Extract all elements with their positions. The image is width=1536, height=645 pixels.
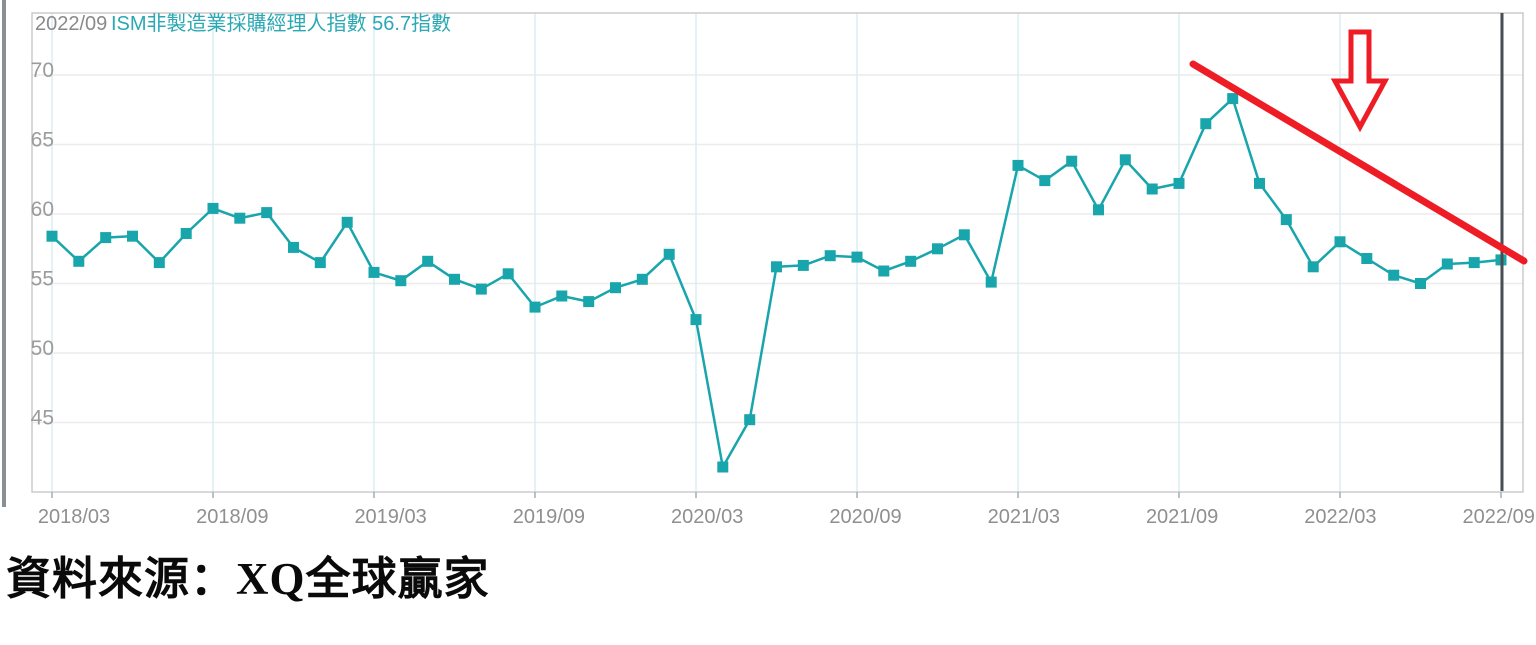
x-axis-labels: 2018/03 2018/09 2019/03 2019/09 2020/03 2020/… (38, 506, 1535, 528)
vertical-gridlines (51, 13, 1502, 492)
data-point-marker[interactable] (207, 202, 219, 214)
y-tick-label: 70 (31, 59, 54, 82)
data-point-marker[interactable] (1280, 214, 1292, 226)
x-tick-label: 2018/09 (196, 506, 268, 528)
left-edge-bar (2, 0, 6, 507)
data-point-marker[interactable] (985, 276, 997, 288)
data-point-marker[interactable] (502, 268, 514, 280)
data-point-marker[interactable] (1361, 253, 1373, 264)
data-point-marker[interactable] (1334, 236, 1346, 248)
y-tick-label: 45 (31, 407, 54, 430)
y-tick-label: 60 (31, 198, 54, 221)
data-point-marker[interactable] (636, 273, 648, 285)
red-annotations (1189, 29, 1528, 265)
data-point-marker[interactable] (958, 229, 970, 241)
data-point-marker[interactable] (610, 282, 621, 294)
data-point-marker[interactable] (46, 230, 58, 242)
tooltip-date: 2022/09 (35, 13, 107, 35)
data-point-marker[interactable] (690, 314, 702, 326)
data-point-marker[interactable] (73, 255, 85, 267)
y-tick-label: 65 (31, 129, 54, 152)
down-arrow-icon (1330, 29, 1390, 133)
data-point-marker[interactable] (824, 250, 836, 262)
data-point-marker[interactable] (851, 251, 863, 263)
data-point-marker[interactable] (395, 275, 407, 287)
data-point-marker[interactable] (1254, 177, 1265, 189)
data-point-marker[interactable] (127, 230, 138, 242)
data-point-marker[interactable] (556, 290, 568, 302)
y-tick-label: 50 (31, 337, 54, 360)
x-tick-label: 2019/03 (354, 506, 426, 528)
data-point-marker[interactable] (422, 255, 434, 267)
data-point-marker[interactable] (153, 257, 165, 269)
horizontal-gridlines (32, 74, 1523, 424)
data-point-marker[interactable] (1388, 269, 1400, 281)
data-point-marker[interactable] (288, 241, 299, 253)
data-point-marker[interactable] (234, 212, 246, 224)
downtrend-line (1189, 60, 1528, 265)
x-tick-label: 2019/09 (513, 506, 585, 528)
data-point-marker[interactable] (1441, 258, 1453, 270)
x-tick-label: 2021/09 (1146, 506, 1218, 528)
data-point-marker[interactable] (663, 248, 675, 260)
data-point-marker[interactable] (529, 301, 541, 313)
pmi-line-chart: 70 65 60 55 50 45 2018/03 2018/09 2019/03 2019/0… (31, 12, 1535, 528)
data-point-marker[interactable] (261, 207, 273, 219)
pmi-series (46, 93, 1507, 473)
y-axis-labels: 70 65 60 55 50 45 (31, 59, 54, 430)
x-tick-label: 2018/03 (38, 506, 110, 528)
data-point-marker[interactable] (1173, 177, 1185, 189)
source-caption: 資料來源：XQ全球贏家 (6, 554, 490, 604)
data-point-marker[interactable] (583, 296, 595, 308)
data-point-marker[interactable] (100, 232, 112, 244)
data-point-marker[interactable] (905, 255, 917, 267)
data-point-marker[interactable] (932, 243, 943, 255)
pmi-chart-panel: 70 65 60 55 50 45 2018/03 2018/09 2019/03 2019/0… (2, 0, 1535, 528)
plot-border (31, 12, 1524, 493)
x-tick-label: 2022/09 (1463, 506, 1535, 528)
data-point-marker[interactable] (744, 414, 756, 426)
x-tick-label: 2020/09 (829, 506, 901, 528)
data-point-marker[interactable] (368, 266, 380, 278)
data-point-marker[interactable] (1307, 261, 1319, 273)
data-point-marker[interactable] (1227, 93, 1239, 105)
x-tick-label: 2022/03 (1304, 506, 1376, 528)
data-point-marker[interactable] (797, 259, 809, 271)
data-point-marker[interactable] (1039, 175, 1051, 187)
data-point-marker[interactable] (449, 273, 460, 285)
data-point-marker[interactable] (1066, 155, 1078, 167)
data-point-marker[interactable] (1415, 278, 1426, 289)
x-axis-ticks (51, 492, 1502, 498)
data-point-marker[interactable] (1146, 183, 1158, 195)
x-tick-label: 2020/03 (671, 506, 743, 528)
data-point-marker[interactable] (1119, 154, 1131, 166)
data-point-marker[interactable] (878, 265, 890, 277)
data-point-marker[interactable] (771, 261, 782, 273)
data-point-marker[interactable] (1093, 204, 1104, 216)
data-point-marker[interactable] (1012, 159, 1024, 171)
tooltip-series-value: ISM非製造業採購經理人指數 56.7指數 (111, 12, 451, 35)
data-point-marker[interactable] (341, 216, 353, 228)
data-point-marker[interactable] (1468, 257, 1480, 269)
data-point-marker[interactable] (475, 283, 487, 295)
data-point-marker[interactable] (314, 257, 326, 269)
data-point-marker[interactable] (180, 228, 192, 239)
data-point-marker[interactable] (1200, 118, 1212, 130)
x-tick-label: 2021/03 (988, 506, 1060, 528)
y-tick-label: 55 (31, 268, 54, 291)
data-point-marker[interactable] (717, 461, 729, 473)
